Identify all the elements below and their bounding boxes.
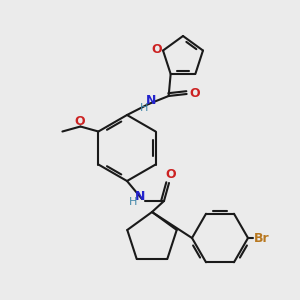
Text: O: O bbox=[166, 169, 176, 182]
Text: N: N bbox=[135, 190, 145, 202]
Text: H: H bbox=[140, 103, 148, 113]
Text: N: N bbox=[146, 94, 156, 107]
Text: O: O bbox=[74, 115, 85, 128]
Text: O: O bbox=[189, 88, 200, 100]
Text: O: O bbox=[152, 43, 162, 56]
Text: H: H bbox=[129, 197, 137, 207]
Text: Br: Br bbox=[254, 232, 270, 244]
